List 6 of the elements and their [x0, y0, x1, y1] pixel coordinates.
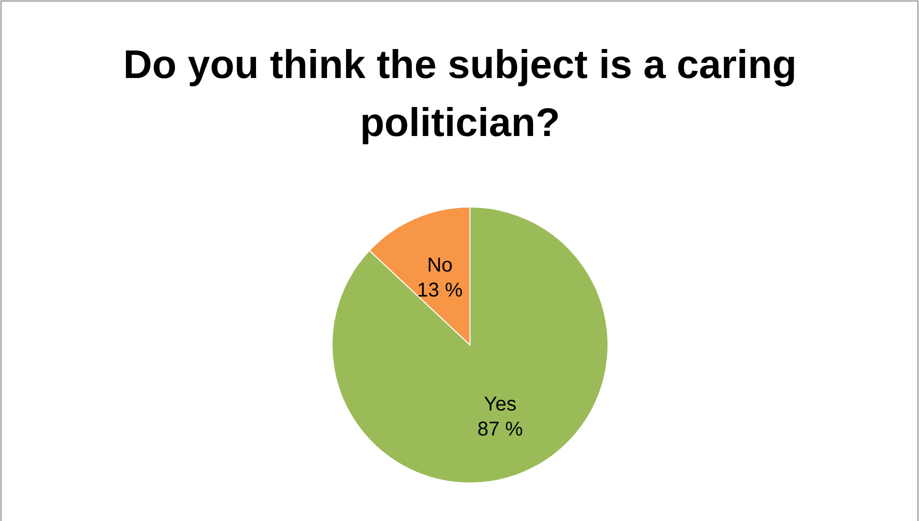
data-label: 13 % [417, 279, 463, 302]
slice-label: Yes [484, 394, 516, 416]
data-label: 87 % [477, 418, 524, 441]
pie-slice [332, 206, 608, 484]
slice-label: No [427, 254, 453, 276]
chart-title: Do you think the subject is a caring politician? [122, 42, 798, 147]
